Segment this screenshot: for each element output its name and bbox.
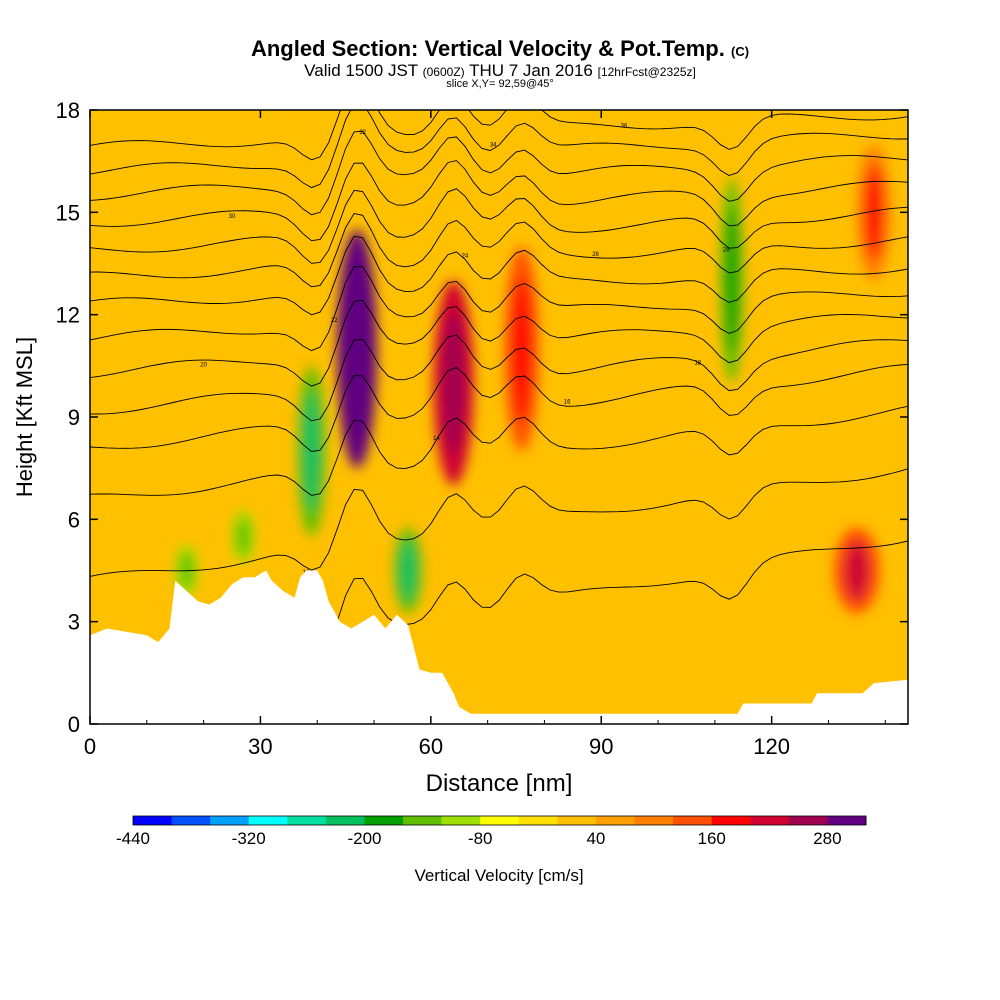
colorbar-tick-label: -320: [232, 829, 266, 848]
colorbar-tick-label: -200: [347, 829, 381, 848]
colorbar-frame: [132, 815, 867, 826]
theta-contour-24: [90, 235, 908, 316]
theta-contour-34: [90, 110, 908, 189]
y-tick-label: 15: [56, 200, 80, 225]
theta-contour-label: 14: [433, 436, 440, 442]
theta-contour-32: [90, 130, 908, 216]
theta-contour-label: 16: [564, 399, 571, 405]
colorbar-swatch: [673, 816, 713, 825]
velocity-downdraft-core: [725, 208, 739, 353]
velocity-updraft-core: [844, 540, 870, 601]
theta-contour-label: 32: [359, 130, 366, 136]
y-tick-label: 12: [56, 303, 80, 328]
colorbar-swatch: [287, 816, 327, 825]
theta-contour-label: 30: [229, 214, 236, 220]
theta-contour-label: 26: [592, 252, 599, 258]
velocity-updraft-core: [442, 311, 465, 455]
colorbar-swatch: [634, 816, 674, 825]
colorbar-tick-label: -440: [116, 829, 150, 848]
x-tick-label: 30: [248, 734, 272, 759]
theta-contour-22: [90, 266, 908, 352]
x-axis-label: Distance [nm]: [426, 770, 573, 797]
x-tick-label: 90: [589, 734, 613, 759]
terrain-mask: [90, 570, 908, 724]
colorbar-swatch: [557, 816, 597, 825]
slice-info: slice X,Y= 92,59@45°: [446, 78, 554, 90]
colorbar-swatch: [788, 816, 828, 825]
theta-contour-label: 28: [723, 248, 730, 254]
theta-contour-label: 22: [331, 318, 338, 324]
colorbar-swatch: [364, 816, 404, 825]
colorbar-swatch: [711, 816, 751, 825]
chart-title: Angled Section: Vertical Velocity & Pot.…: [250, 36, 750, 61]
x-tick-label: 0: [84, 734, 96, 759]
colorbar: -440 -320 -200 -80 40 160 280: [116, 815, 867, 848]
theta-contour-16: [90, 363, 908, 452]
colorbar-swatch: [827, 816, 867, 825]
theta-contour-20: [90, 299, 908, 387]
theta-contour-label: 24: [462, 253, 469, 259]
colorbar-swatch: [518, 816, 558, 825]
colorbar-swatch: [750, 816, 790, 825]
y-tick-label: 18: [56, 98, 80, 123]
y-tick-label: 6: [68, 507, 80, 532]
colorbar-swatch: [210, 816, 250, 825]
chart-subtitle: Valid 1500 JST (0600Z) THU 7 Jan 2016 [1…: [304, 61, 696, 80]
colorbar-tick-label: 40: [586, 829, 605, 848]
colorbar-label: Vertical Velocity [cm/s]: [414, 866, 583, 885]
colorbar-swatch: [171, 816, 211, 825]
x-tick-label: 60: [419, 734, 443, 759]
velocity-downdraft-core: [400, 540, 416, 601]
theta-contour-30: [90, 160, 908, 242]
colorbar-swatch: [441, 816, 481, 825]
theta-contour-label: 20: [200, 363, 207, 369]
theta-contour-12: [90, 468, 908, 577]
x-tick-label: 120: [753, 734, 790, 759]
theta-contour-14: [90, 405, 908, 496]
colorbar-swatch: [595, 816, 636, 825]
velocity-updraft-core: [864, 164, 884, 261]
y-tick-label: 9: [68, 405, 80, 430]
colorbar-swatch: [403, 816, 443, 825]
theta-contour-26: [90, 212, 908, 288]
colorbar-tick-label: -80: [468, 829, 493, 848]
colorbar-swatch: [248, 816, 288, 825]
theta-contour-label: 34: [490, 143, 497, 149]
colorbar-swatch: [325, 816, 365, 825]
colorbar-tick-label: 160: [698, 829, 726, 848]
y-axis-label: Height [Kft MSL]: [12, 337, 37, 497]
y-tick-label: 3: [68, 610, 80, 635]
theta-contour-28: [90, 188, 908, 264]
theta-contour-label: 36: [621, 123, 628, 129]
colorbar-swatch: [480, 816, 520, 825]
theta-contour-18: [90, 334, 908, 422]
y-tick-label: 0: [68, 712, 80, 737]
colorbar-swatch: [133, 816, 173, 825]
theta-contour-label: 18: [694, 361, 701, 367]
velocity-downdraft-core: [237, 518, 250, 555]
colorbar-tick-label: 280: [813, 829, 841, 848]
plot-area: 1012141618202224262830323436: [90, 110, 908, 724]
